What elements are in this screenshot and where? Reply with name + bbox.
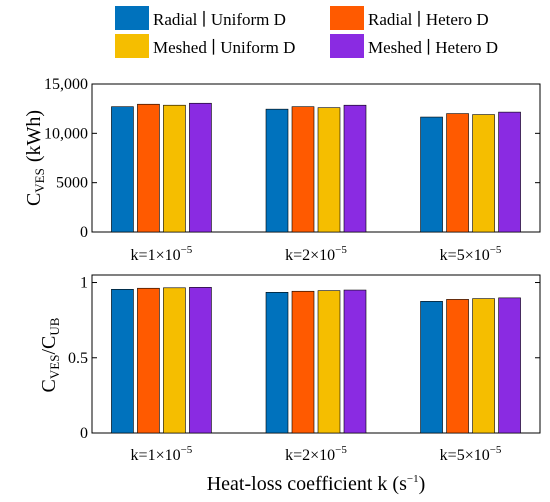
x-tick-label: k=2×10−5 bbox=[285, 444, 347, 464]
legend-swatch bbox=[115, 34, 149, 58]
y-axis-title-top: CVES (kWh) bbox=[23, 110, 47, 206]
bar bbox=[291, 106, 315, 233]
y-title-unit: (kWh) bbox=[23, 110, 45, 162]
bar bbox=[111, 106, 134, 233]
bar bbox=[498, 111, 521, 233]
y-ticks-bottom: 00.51 bbox=[68, 275, 540, 442]
bar bbox=[446, 299, 469, 434]
bar bbox=[111, 288, 134, 434]
x-categories-top: k=1×10−5 k=2×10−5 k=5×10−5 bbox=[131, 244, 502, 264]
bar bbox=[420, 301, 443, 434]
x-title-exp: −1 bbox=[407, 473, 419, 485]
bar bbox=[265, 292, 289, 434]
bar bbox=[343, 104, 367, 233]
y-title-c: C bbox=[38, 379, 60, 392]
bar bbox=[472, 114, 495, 233]
bar bbox=[265, 108, 289, 233]
y-title-main: C bbox=[23, 193, 45, 206]
plot-frame-bottom bbox=[91, 274, 541, 434]
y-tick-label: 0 bbox=[80, 425, 88, 442]
x-title-close: ) bbox=[419, 473, 426, 495]
bar bbox=[498, 297, 521, 434]
bar bbox=[472, 298, 495, 434]
bar bbox=[291, 290, 315, 434]
x-tick-label: k=1×10−5 bbox=[131, 244, 193, 264]
y-axis-title-bottom: CVES/CUB bbox=[38, 317, 62, 392]
y-title-sub: VES bbox=[32, 168, 47, 193]
y-tick-label: 15,000 bbox=[44, 76, 88, 93]
x-tick-label: k=5×10−5 bbox=[440, 444, 502, 464]
bar bbox=[446, 113, 469, 233]
bar bbox=[137, 287, 160, 434]
bar bbox=[343, 289, 367, 434]
legend-swatch bbox=[115, 6, 149, 30]
legend: Radial ∣ Uniform D Radial ∣ Hetero D Meshe… bbox=[115, 6, 498, 58]
y-tick-label: 1 bbox=[80, 275, 88, 292]
bar bbox=[163, 104, 186, 233]
y-title-slash: /C bbox=[38, 336, 60, 355]
x-tick-label: k=2×10−5 bbox=[285, 244, 347, 264]
bar bbox=[317, 107, 341, 233]
legend-swatch bbox=[330, 34, 364, 58]
bar bbox=[163, 287, 186, 434]
x-tick-label: k=1×10−5 bbox=[131, 444, 193, 464]
legend-label: Meshed ∣ Uniform D bbox=[153, 38, 295, 57]
bars-bottom bbox=[111, 287, 521, 434]
y-tick-label: 0 bbox=[80, 224, 88, 241]
y-title-ub-sub: UB bbox=[47, 317, 62, 335]
y-ticks-top: 0 5000 10,000 15,000 bbox=[44, 76, 540, 241]
chart-cost-ratio: 00.51 k=1×10−5 k=2×10−5 k=5×10−5 CVES/CUB … bbox=[38, 274, 541, 495]
x-title-text: Heat-loss coefficient k (s bbox=[207, 473, 407, 495]
bar bbox=[317, 290, 341, 434]
y-title-c-sub: VES bbox=[47, 355, 62, 380]
bar bbox=[137, 103, 160, 233]
bar bbox=[189, 102, 212, 233]
y-tick-label: 5000 bbox=[56, 175, 88, 192]
legend-label: Radial ∣ Uniform D bbox=[153, 10, 286, 29]
bars-top bbox=[111, 102, 521, 233]
chart-total-cost: 0 5000 10,000 15,000 k=1×10−5 k=2×10−5 k=5×10… bbox=[23, 76, 541, 264]
x-tick-label: k=5×10−5 bbox=[440, 244, 502, 264]
y-tick-label: 10,000 bbox=[44, 125, 88, 142]
x-categories-bottom: k=1×10−5 k=2×10−5 k=5×10−5 bbox=[131, 444, 502, 464]
legend-label: Meshed ∣ Hetero D bbox=[368, 38, 498, 57]
legend-label: Radial ∣ Hetero D bbox=[368, 10, 489, 29]
x-axis-title: Heat-loss coefficient k (s−1) bbox=[207, 473, 426, 495]
y-tick-label: 0.5 bbox=[68, 350, 88, 367]
plot-frame-top bbox=[91, 83, 541, 233]
bar bbox=[189, 287, 212, 434]
bar bbox=[420, 116, 443, 233]
legend-swatch bbox=[330, 6, 364, 30]
